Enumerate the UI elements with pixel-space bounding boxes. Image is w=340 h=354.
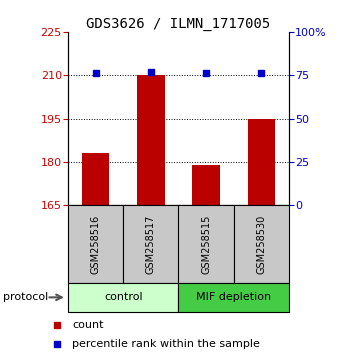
Bar bbox=[192, 165, 220, 205]
Bar bbox=[178, 205, 234, 283]
Text: GSM258530: GSM258530 bbox=[256, 215, 266, 274]
Bar bbox=[178, 283, 289, 312]
Text: GSM258515: GSM258515 bbox=[201, 215, 211, 274]
Bar bbox=[123, 205, 178, 283]
Text: GSM258517: GSM258517 bbox=[146, 215, 156, 274]
Bar bbox=[82, 153, 109, 205]
Bar bbox=[137, 75, 165, 205]
Text: percentile rank within the sample: percentile rank within the sample bbox=[72, 339, 260, 349]
Text: count: count bbox=[72, 320, 104, 330]
Bar bbox=[68, 283, 178, 312]
Text: GSM258516: GSM258516 bbox=[91, 215, 101, 274]
Title: GDS3626 / ILMN_1717005: GDS3626 / ILMN_1717005 bbox=[86, 17, 271, 31]
Text: protocol: protocol bbox=[3, 292, 49, 302]
Text: MIF depletion: MIF depletion bbox=[196, 292, 271, 302]
Text: control: control bbox=[104, 292, 142, 302]
Bar bbox=[234, 205, 289, 283]
Bar bbox=[248, 119, 275, 205]
Bar bbox=[68, 205, 123, 283]
